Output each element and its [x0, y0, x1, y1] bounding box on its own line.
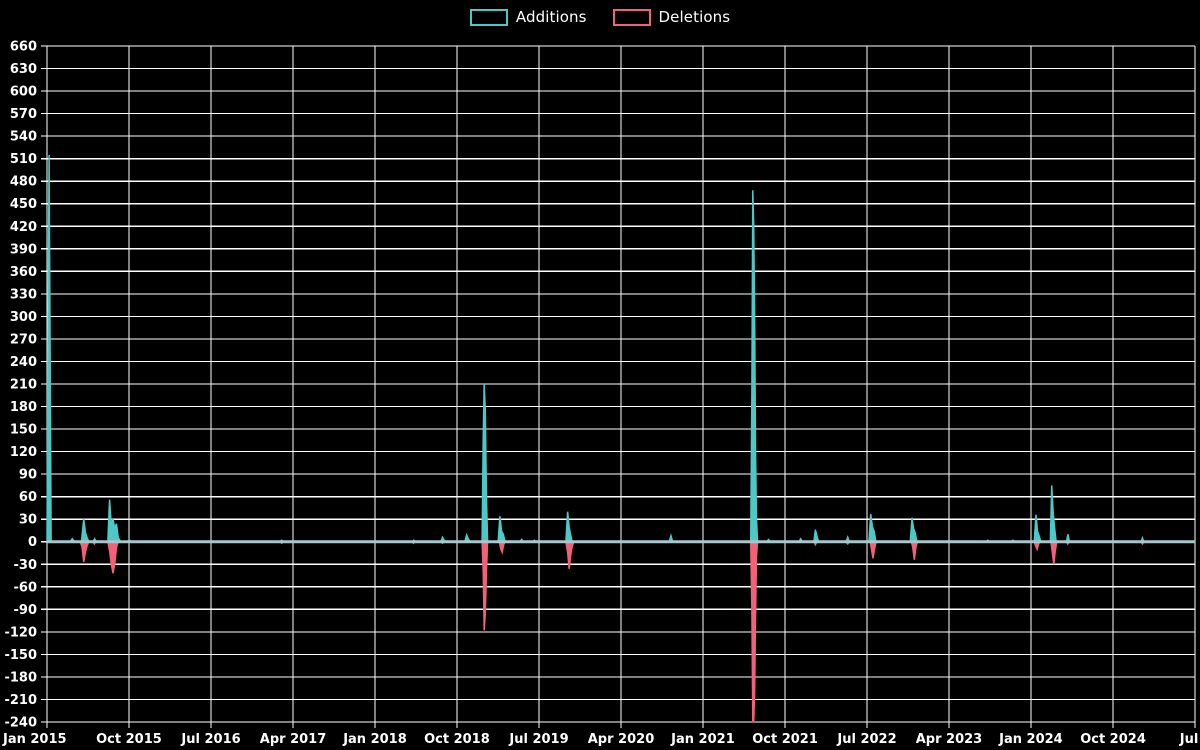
y-tick-label: 480: [10, 175, 37, 190]
y-tick-label: 390: [10, 242, 37, 257]
x-tick-label: Jan 2021: [670, 732, 735, 747]
x-tick-label: Jan 2018: [342, 732, 407, 747]
x-tick-label: Apr 2017: [260, 732, 327, 747]
y-tick-label: 60: [19, 490, 37, 505]
y-tick-label: 30: [19, 513, 37, 528]
y-tick-label: 120: [10, 445, 37, 460]
y-tick-label: 510: [10, 152, 37, 167]
y-tick-label: 600: [10, 85, 37, 100]
y-tick-label: 630: [10, 62, 37, 77]
x-axis-labels: Jan 2015 Oct 2015 Jul 2016 Apr 2017 Jan 2018…: [2, 732, 1200, 747]
y-tick-label: 420: [10, 220, 37, 235]
x-tick-label: Oct 2021: [752, 732, 818, 747]
x-tick-label: Oct 2015: [96, 732, 162, 747]
x-tick-label: Jan 2015: [2, 732, 67, 747]
y-tick-label: 360: [10, 265, 37, 280]
legend-label-deletions: Deletions: [658, 8, 731, 26]
y-tick-label: -240: [4, 716, 37, 731]
y-tick-label: 150: [10, 423, 37, 438]
x-tick-label: Oct 2018: [424, 732, 490, 747]
y-tick-label: 180: [10, 400, 37, 415]
x-tick-label: Apr 2023: [916, 732, 983, 747]
deletions-series-line: [47, 540, 1195, 723]
chart-legend: Additions Deletions: [0, 0, 1200, 34]
y-tick-label: 330: [10, 287, 37, 302]
y-tick-label: 300: [10, 310, 37, 325]
x-tick-label: Apr 2020: [588, 732, 655, 747]
y-tick-label: 210: [10, 378, 37, 393]
x-tick-label: Jan 2024: [998, 732, 1063, 747]
y-tick-label: -150: [4, 648, 37, 663]
y-tick-label: -120: [4, 625, 37, 640]
y-tick-label: 90: [19, 468, 37, 483]
x-tick-label: Jul 2019: [508, 732, 568, 747]
y-tick-label: 540: [10, 130, 37, 145]
y-tick-label: 660: [10, 40, 37, 55]
legend-item-additions[interactable]: Additions: [469, 8, 587, 26]
y-tick-label: -180: [4, 670, 37, 685]
legend-swatch-additions: [469, 8, 508, 26]
x-tick-label: Jul 2025: [1179, 732, 1200, 747]
x-tick-label: Jul 2022: [836, 732, 896, 747]
y-tick-label: 240: [10, 355, 37, 370]
legend-item-deletions[interactable]: Deletions: [612, 8, 731, 26]
legend-swatch-deletions: [612, 8, 651, 26]
y-axis-labels: 6606306005705405104804504203903603303002…: [4, 40, 37, 731]
x-tick-label: Jul 2016: [180, 732, 240, 747]
axis-tickmarks: [41, 45, 1196, 728]
legend-label-additions: Additions: [515, 8, 587, 26]
gridlines: [46, 45, 1196, 723]
y-tick-label: -210: [4, 693, 37, 708]
y-tick-label: -30: [14, 558, 38, 573]
y-tick-label: 450: [10, 197, 37, 212]
y-tick-label: 270: [10, 332, 37, 347]
y-tick-label: 0: [28, 535, 37, 550]
y-tick-label: 570: [10, 107, 37, 122]
y-tick-label: -90: [14, 603, 38, 618]
x-tick-label: Oct 2024: [1080, 732, 1146, 747]
y-tick-label: -60: [14, 580, 38, 595]
